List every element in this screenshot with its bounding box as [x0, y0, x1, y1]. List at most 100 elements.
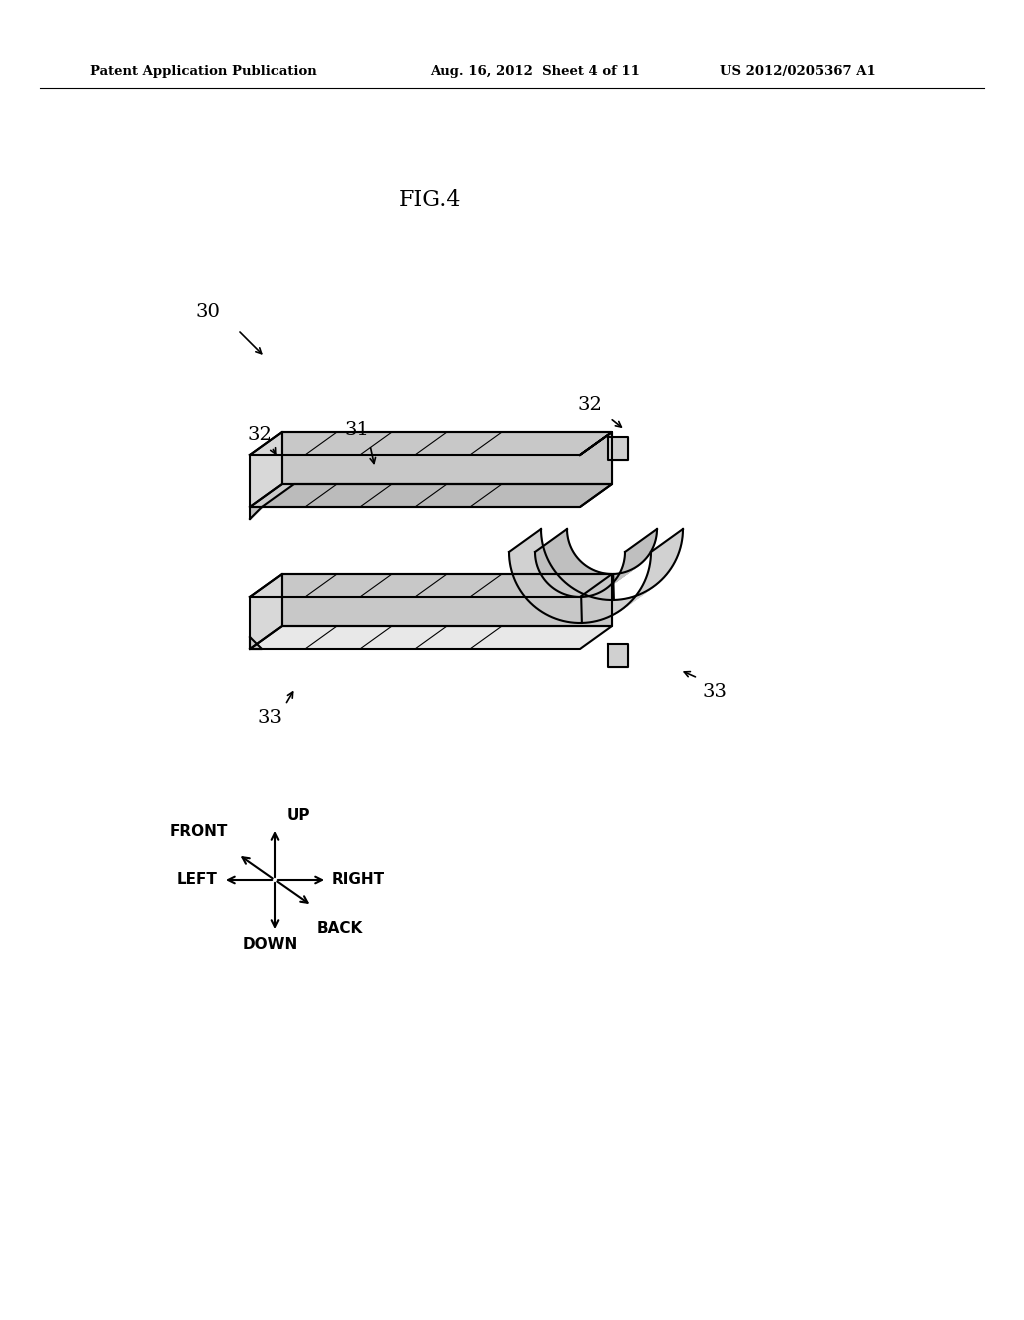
Polygon shape: [608, 437, 628, 459]
Polygon shape: [632, 574, 667, 601]
Polygon shape: [574, 599, 610, 623]
Text: 30: 30: [196, 304, 220, 321]
Polygon shape: [250, 432, 282, 507]
Polygon shape: [511, 544, 544, 570]
Polygon shape: [562, 570, 597, 594]
Polygon shape: [607, 593, 643, 618]
Text: RIGHT: RIGHT: [332, 873, 385, 887]
Text: 32: 32: [248, 426, 272, 444]
Polygon shape: [250, 574, 612, 597]
Polygon shape: [600, 595, 636, 620]
Polygon shape: [593, 598, 629, 622]
Polygon shape: [563, 598, 599, 622]
Polygon shape: [537, 585, 571, 610]
Polygon shape: [282, 432, 612, 484]
Polygon shape: [624, 539, 656, 564]
Polygon shape: [611, 560, 645, 585]
Polygon shape: [262, 484, 612, 507]
Polygon shape: [625, 532, 657, 557]
Polygon shape: [648, 544, 681, 570]
Text: 32: 32: [578, 396, 602, 414]
Polygon shape: [621, 585, 655, 610]
Polygon shape: [509, 536, 542, 564]
Polygon shape: [564, 572, 599, 595]
Polygon shape: [509, 533, 542, 560]
Polygon shape: [645, 554, 678, 581]
Polygon shape: [637, 568, 671, 594]
Polygon shape: [597, 597, 633, 620]
Polygon shape: [537, 541, 569, 566]
Polygon shape: [536, 532, 567, 557]
Polygon shape: [519, 565, 553, 591]
Polygon shape: [514, 554, 548, 581]
Polygon shape: [517, 562, 551, 587]
Polygon shape: [282, 574, 612, 626]
Polygon shape: [602, 568, 636, 591]
Polygon shape: [547, 560, 581, 585]
Polygon shape: [544, 556, 578, 581]
Polygon shape: [614, 589, 649, 614]
Text: DOWN: DOWN: [243, 937, 298, 952]
Polygon shape: [606, 565, 640, 589]
Polygon shape: [250, 638, 262, 649]
Polygon shape: [646, 552, 679, 578]
Text: 33: 33: [702, 682, 727, 701]
Polygon shape: [650, 536, 683, 564]
Text: UP: UP: [287, 808, 310, 822]
Polygon shape: [546, 591, 581, 616]
Polygon shape: [617, 587, 653, 612]
Polygon shape: [589, 573, 623, 597]
Polygon shape: [584, 574, 617, 597]
Polygon shape: [609, 561, 643, 586]
Polygon shape: [523, 572, 557, 598]
Polygon shape: [600, 569, 634, 593]
Polygon shape: [625, 533, 656, 560]
Polygon shape: [635, 572, 669, 598]
Polygon shape: [608, 644, 628, 667]
Polygon shape: [560, 569, 595, 594]
Polygon shape: [604, 566, 638, 590]
Polygon shape: [527, 577, 562, 603]
Polygon shape: [546, 558, 579, 582]
Text: Aug. 16, 2012  Sheet 4 of 11: Aug. 16, 2012 Sheet 4 of 11: [430, 66, 640, 78]
Polygon shape: [534, 582, 568, 607]
Polygon shape: [549, 561, 583, 586]
Polygon shape: [556, 595, 592, 620]
Polygon shape: [536, 533, 567, 560]
Polygon shape: [579, 601, 614, 623]
Polygon shape: [614, 556, 648, 581]
Polygon shape: [525, 574, 560, 601]
Polygon shape: [515, 558, 549, 585]
Polygon shape: [250, 574, 282, 649]
Polygon shape: [649, 540, 682, 568]
Polygon shape: [611, 591, 646, 616]
Polygon shape: [624, 582, 658, 607]
Text: FRONT: FRONT: [170, 824, 228, 840]
Polygon shape: [580, 432, 612, 455]
Polygon shape: [641, 562, 675, 587]
Polygon shape: [639, 565, 673, 591]
Polygon shape: [250, 432, 612, 455]
Polygon shape: [250, 484, 612, 507]
Polygon shape: [582, 574, 615, 597]
Polygon shape: [250, 507, 262, 519]
Polygon shape: [616, 554, 649, 579]
Polygon shape: [647, 548, 681, 574]
Polygon shape: [558, 569, 592, 593]
Polygon shape: [586, 573, 621, 597]
Polygon shape: [536, 536, 568, 561]
Polygon shape: [567, 572, 601, 595]
Text: 31: 31: [344, 421, 370, 440]
Polygon shape: [540, 587, 574, 612]
Polygon shape: [591, 572, 625, 595]
Polygon shape: [621, 545, 654, 570]
Polygon shape: [250, 626, 612, 649]
Polygon shape: [556, 568, 590, 591]
Polygon shape: [613, 558, 646, 582]
Polygon shape: [593, 572, 628, 595]
Text: US 2012/0205367 A1: US 2012/0205367 A1: [720, 66, 876, 78]
Polygon shape: [513, 552, 546, 578]
Text: 33: 33: [257, 709, 283, 727]
Polygon shape: [622, 543, 654, 569]
Polygon shape: [595, 570, 630, 594]
